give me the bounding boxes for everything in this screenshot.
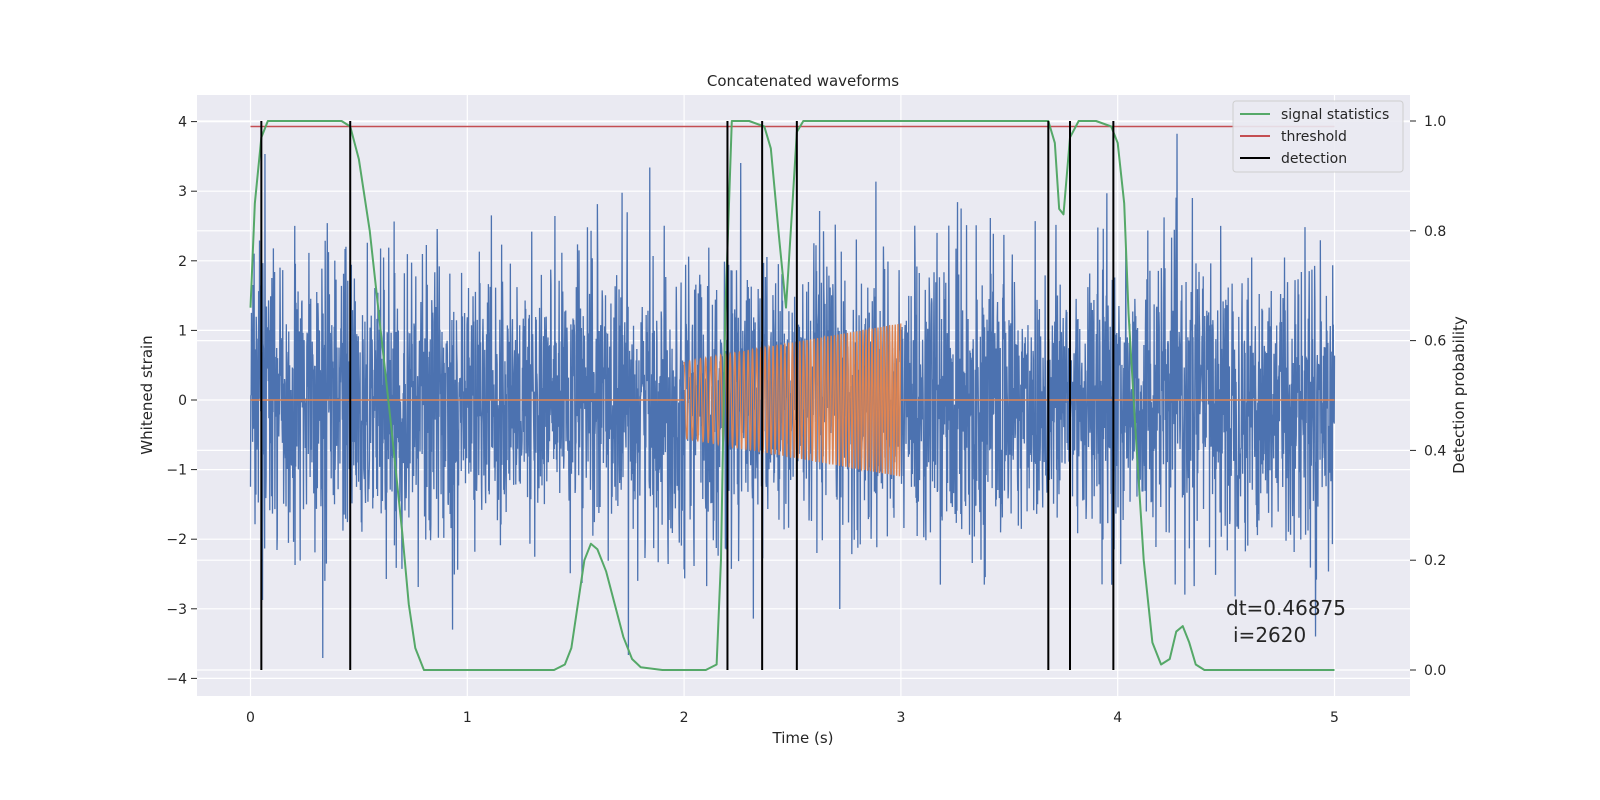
y-tick-label: 3 (178, 184, 187, 200)
y2-tick-label: 0.8 (1424, 224, 1446, 240)
y2-tick-label: 0.4 (1424, 443, 1446, 459)
strain-line (249, 133, 1336, 658)
x-tick-label: 2 (680, 710, 689, 726)
x-tick-label: 0 (246, 710, 255, 726)
y-tick-label: −3 (166, 602, 187, 618)
y-axis-label: Whitened strain (138, 335, 156, 454)
signal-statistics-line (249, 120, 1335, 671)
y-axis-ticks: −4 −3 −2 −1 0 1 2 3 4 (166, 115, 197, 687)
injected-signal-series (683, 323, 902, 477)
signal-statistics-series (249, 120, 1335, 671)
chart-title: Concatenated waveforms (707, 72, 899, 90)
y-tick-label: 0 (178, 393, 187, 409)
y2-tick-label: 0.2 (1424, 553, 1446, 569)
detection-lines (260, 121, 1115, 670)
legend: signal statistics threshold detection (1232, 100, 1404, 173)
x-tick-label: 3 (896, 710, 905, 726)
x-axis-ticks: 0 1 2 3 4 5 (246, 710, 1339, 726)
y-tick-label: −1 (166, 463, 187, 479)
x-axis-label: Time (s) (772, 729, 834, 747)
y-tick-label: −4 (166, 671, 187, 687)
y2-tick-label: 0.0 (1424, 663, 1446, 679)
y2-axis-ticks: 0.0 0.2 0.4 0.6 0.8 1.0 (1410, 114, 1446, 679)
y2-tick-label: 1.0 (1424, 114, 1446, 130)
y-tick-label: −2 (166, 532, 187, 548)
y-tick-label: 1 (178, 323, 187, 339)
strain-series (249, 133, 1336, 658)
annotation-i: i=2620 (1233, 623, 1306, 647)
legend-label-threshold: threshold (1281, 129, 1347, 145)
y-tick-label: 4 (178, 115, 187, 131)
chirp-line (683, 323, 902, 477)
y2-axis-label: Detection probability (1450, 316, 1468, 474)
legend-box (1232, 100, 1404, 173)
y2-tick-label: 0.6 (1424, 334, 1446, 350)
x-tick-label: 5 (1330, 710, 1339, 726)
annotation-dt: dt=0.46875 (1226, 596, 1346, 620)
legend-label-statistics: signal statistics (1281, 107, 1389, 123)
x-tick-label: 1 (463, 710, 472, 726)
legend-label-detection: detection (1281, 151, 1347, 167)
x-tick-label: 4 (1113, 710, 1122, 726)
y-tick-label: 2 (178, 254, 187, 270)
